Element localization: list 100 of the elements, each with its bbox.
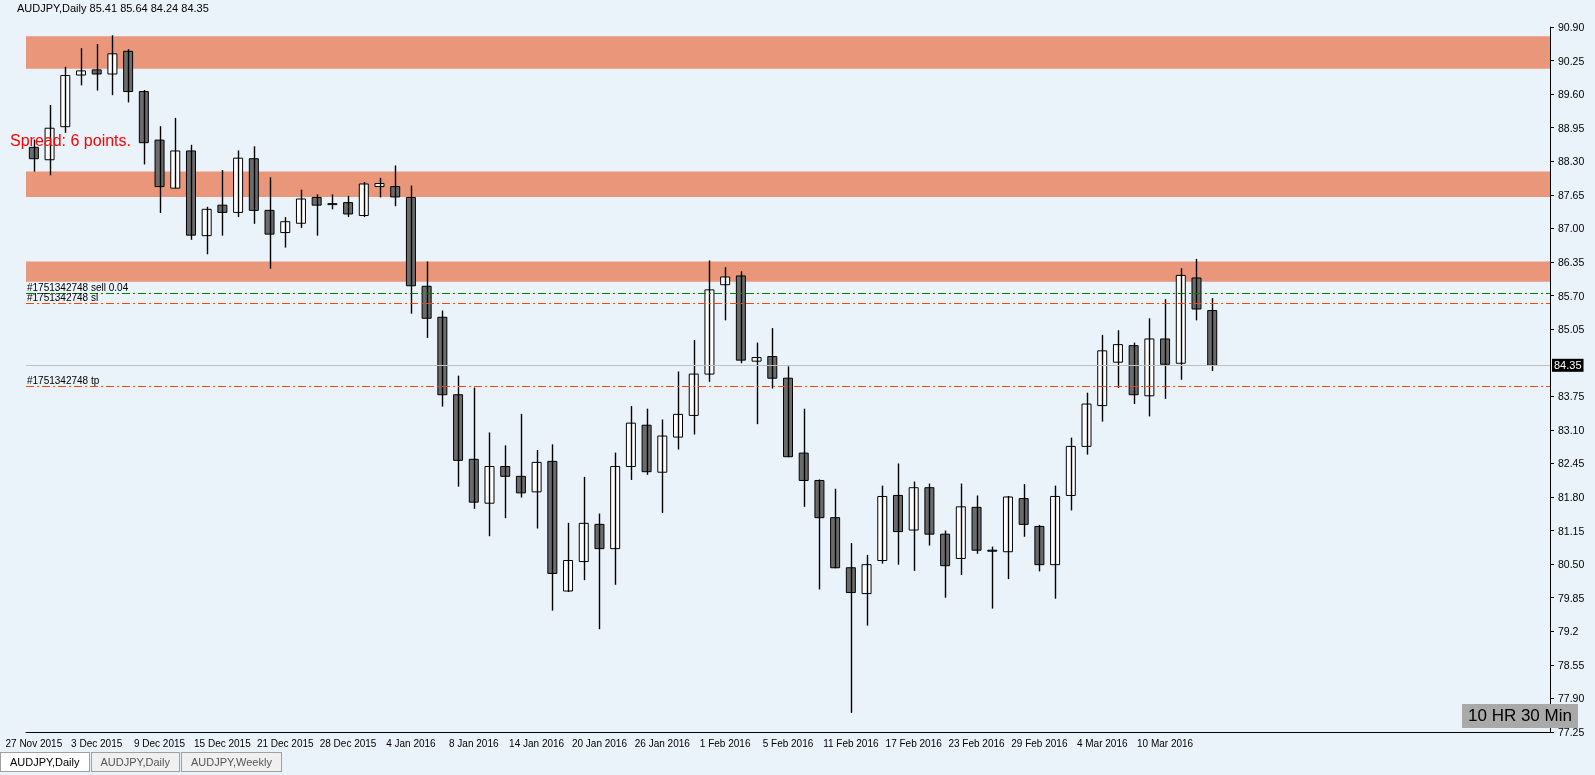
candlestick (343, 195, 354, 218)
candlestick (531, 449, 542, 530)
x-tick-label: 28 Dec 2015 (319, 737, 377, 749)
x-tick-label: 23 Feb 2016 (948, 737, 1006, 749)
candlestick (500, 444, 511, 519)
candlestick (688, 339, 699, 436)
ref-line-label: 84.35 (1554, 359, 1582, 372)
y-tick-label: 89.60 (1558, 88, 1585, 101)
candlestick (405, 184, 416, 315)
candlestick (311, 193, 322, 237)
y-tick-label: 77.25 (1558, 726, 1585, 738)
candlestick (91, 43, 102, 92)
x-tick-label: 1 Feb 2016 (699, 737, 751, 749)
y-tick-label: 88.95 (1558, 121, 1585, 134)
candlestick (515, 413, 526, 499)
ref-line-label: #1751342748 sl (27, 291, 99, 303)
y-tick-label: 86.35 (1558, 256, 1585, 268)
candlestick (248, 145, 259, 225)
candlestick (673, 370, 684, 451)
candlestick (185, 144, 196, 241)
text: AUDJPY,Daily (0, 752, 90, 772)
candlestick (563, 522, 574, 593)
y-tick-label: 85.05 (1558, 323, 1585, 336)
candlestick (295, 189, 306, 229)
candlestick (437, 309, 448, 408)
candlestick (877, 484, 888, 565)
candlestick (657, 418, 668, 514)
y-tick-label: 79.2 (1558, 625, 1579, 638)
annotation: 10 HR 30 Min (1468, 706, 1572, 725)
y-tick-label: 90.90 (1558, 21, 1585, 33)
x-tick-label: 17 Feb 2016 (885, 737, 943, 749)
text: AUDJPY,Weekly (181, 752, 282, 772)
x-tick-label: 8 Jan 2016 (449, 737, 499, 749)
x-tick-label: 14 Jan 2016 (509, 737, 565, 749)
x-tick-label: 21 Dec 2015 (256, 737, 315, 749)
y-tick-label: 78.55 (1558, 658, 1585, 671)
candlestick (798, 408, 809, 508)
candlestick (547, 443, 558, 612)
ref-line-label: #1751342748 sell 0.04 (27, 282, 129, 294)
y-tick-label: 82.45 (1558, 457, 1585, 470)
text: AUDJPY,Daily (90, 752, 180, 772)
candlestick (814, 478, 825, 591)
candlestick (892, 462, 903, 566)
candlestick (123, 48, 134, 104)
candlestick (594, 512, 605, 630)
candlestick (625, 405, 636, 481)
candlestick (1160, 298, 1171, 400)
y-tick-label: 79.85 (1558, 591, 1585, 604)
y-tick-label: 88.30 (1558, 155, 1585, 168)
candlestick (1081, 391, 1092, 456)
candlestick (421, 260, 432, 339)
y-tick-label: 83.10 (1558, 423, 1585, 436)
candlestick (107, 34, 118, 96)
y-tick-label: 85.70 (1558, 289, 1585, 302)
candlestick (924, 482, 935, 547)
x-tick-label: 4 Jan 2016 (386, 737, 437, 749)
y-tick-label: 87.65 (1558, 188, 1585, 201)
candlestick (374, 177, 385, 199)
candlestick (468, 386, 479, 510)
chart-title: AUDJPY,Daily 85.41 85.64 84.24 84.35 (17, 2, 209, 14)
candlestick (60, 66, 71, 134)
x-tick-label: 10 Mar 2016 (1136, 737, 1194, 749)
x-tick-label: 20 Jan 2016 (571, 737, 628, 749)
x-tick-label: 26 Jan 2016 (634, 737, 691, 749)
candlestick (641, 408, 652, 476)
candlestick (75, 47, 86, 87)
candlestick (1128, 341, 1139, 405)
ref-line-label: #1751342748 tp (27, 374, 100, 386)
candlestick (955, 482, 966, 576)
candlestick (264, 176, 275, 270)
candlestick (1112, 329, 1123, 389)
candlestick (453, 374, 464, 488)
candlestick (704, 259, 715, 383)
candlestick (720, 266, 731, 322)
x-tick-label: 9 Dec 2015 (133, 737, 186, 749)
candlestick (154, 125, 165, 214)
x-tick-label: 5 Feb 2016 (762, 737, 814, 749)
x-tick-label: 27 Nov 2015 (5, 737, 63, 749)
candlestick (280, 216, 291, 249)
y-tick-label: 81.80 (1558, 491, 1585, 503)
y-tick-label: 80.50 (1558, 558, 1585, 571)
candlestick (358, 181, 369, 218)
candlestick (830, 488, 841, 569)
candlestick (987, 545, 998, 610)
x-tick-label: 15 Dec 2015 (194, 737, 252, 749)
candlestick (1144, 317, 1155, 418)
candlestick (1065, 436, 1076, 512)
candlestick (1034, 524, 1045, 573)
candlestick (217, 169, 228, 237)
candlestick (610, 451, 621, 586)
y-tick-label: 81.15 (1558, 524, 1585, 537)
y-tick-label: 87.00 (1558, 222, 1585, 235)
y-tick-label: 83.75 (1558, 390, 1585, 403)
candlestick (1002, 495, 1013, 580)
y-tick-label: 90.25 (1558, 54, 1585, 67)
x-tick-label: 29 Feb 2016 (1011, 737, 1068, 749)
candlestick (735, 270, 746, 364)
candlestick (578, 476, 589, 581)
candlestick (390, 164, 401, 207)
candlestick (751, 341, 762, 425)
